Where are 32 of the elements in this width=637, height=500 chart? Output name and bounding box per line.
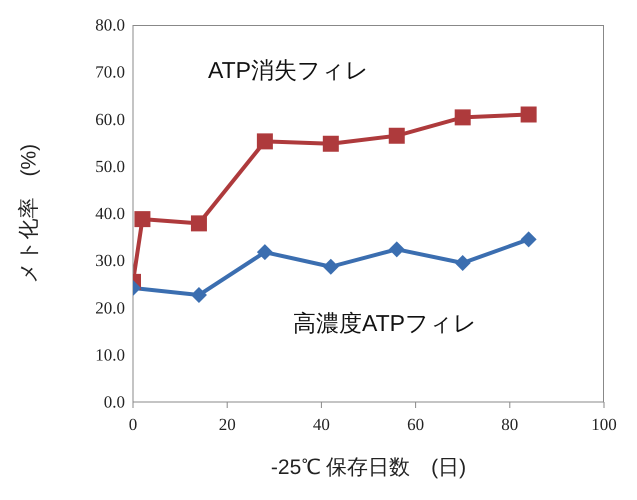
x-tick-label: 0 bbox=[128, 415, 138, 434]
point bbox=[388, 241, 405, 258]
point bbox=[256, 133, 273, 150]
x-tick-label: 60 bbox=[407, 415, 424, 434]
x-tick-label: 40 bbox=[312, 415, 330, 434]
y-axis-title: メト化率 (%) bbox=[17, 144, 40, 284]
x-tick-label: 20 bbox=[218, 415, 236, 434]
y-tick-label: 40.0 bbox=[95, 204, 125, 223]
y-tick-label: 20.0 bbox=[95, 298, 125, 318]
text: ATP消失フィレ bbox=[208, 56, 370, 85]
point bbox=[520, 106, 537, 123]
point bbox=[520, 231, 537, 248]
y-tick-label: 10.0 bbox=[95, 345, 125, 364]
y-tick-label: 50.0 bbox=[95, 156, 125, 176]
y-tick-label: 80.0 bbox=[95, 16, 125, 34]
point bbox=[322, 136, 339, 152]
y-tick-label: 0.0 bbox=[104, 392, 125, 412]
x-tick-label: 80 bbox=[501, 415, 518, 434]
point bbox=[322, 258, 339, 275]
y-tick-label: 60.0 bbox=[95, 110, 125, 129]
point bbox=[454, 109, 471, 126]
point bbox=[190, 215, 207, 232]
y-tick-label: 70.0 bbox=[95, 62, 125, 82]
x-axis-title: -25℃ 保存日数 (日) bbox=[270, 456, 466, 479]
series-label: 高濃度ATPフィレ bbox=[293, 309, 478, 338]
point bbox=[134, 211, 150, 228]
point bbox=[256, 244, 273, 260]
point bbox=[190, 287, 207, 304]
point bbox=[388, 128, 405, 144]
x-tick-label: 100 bbox=[591, 415, 617, 434]
point bbox=[454, 254, 471, 271]
y-tick-label: 30.0 bbox=[95, 251, 125, 270]
